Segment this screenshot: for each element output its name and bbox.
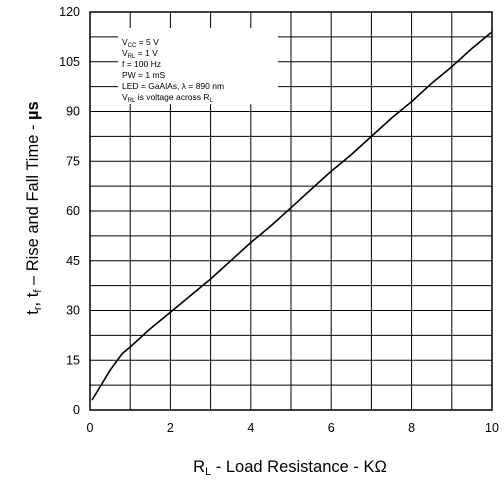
condition-led: LED = GaAlAs, λ = 890 nm xyxy=(122,81,224,91)
conditions-box xyxy=(118,28,278,104)
condition-frequency: f = 100 Hz xyxy=(122,59,161,69)
series xyxy=(91,31,493,401)
y-tick-label: 60 xyxy=(66,204,80,218)
y-axis-label: tr, tf – Rise and Fall Time - µs xyxy=(24,101,44,314)
condition-vrl-note: VRL is voltage across RL xyxy=(122,92,214,104)
y-tick-label: 45 xyxy=(66,254,80,268)
y-tick-label: 0 xyxy=(73,403,80,417)
x-tick-label: 4 xyxy=(247,421,254,435)
y-tick-label: 75 xyxy=(66,154,80,168)
x-axis-label: RL - Load Resistance - KΩ xyxy=(193,458,387,478)
x-tick-label: 6 xyxy=(328,421,335,435)
series-line xyxy=(91,31,493,401)
x-tick-label: 2 xyxy=(167,421,174,435)
x-tick-label: 0 xyxy=(87,421,94,435)
condition-vrl: VRL = 1 V xyxy=(122,48,158,60)
y-tick-label: 105 xyxy=(59,55,80,69)
plot-frame xyxy=(89,11,493,411)
y-tick-label: 15 xyxy=(66,353,80,367)
y-tick-label: 30 xyxy=(66,304,80,318)
y-tick-label: 90 xyxy=(66,105,80,119)
condition-pulse-width: PW = 1 mS xyxy=(122,70,166,80)
tick-labels: 0 2 4 6 8 10 0 15 30 45 60 75 90 105 120 xyxy=(59,5,499,435)
x-tick-label: 8 xyxy=(408,421,415,435)
y-tick-label: 120 xyxy=(59,5,80,19)
grid xyxy=(89,11,493,411)
condition-vcc: VCC = 5 V xyxy=(122,37,159,49)
x-tick-label: 10 xyxy=(485,421,499,435)
